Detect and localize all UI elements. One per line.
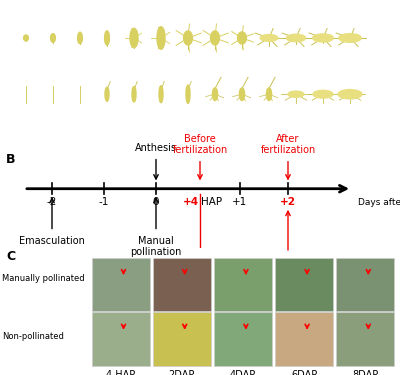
Text: +1: +1: [183, 122, 193, 128]
Text: 0: 0: [153, 197, 159, 207]
Ellipse shape: [211, 31, 220, 45]
Ellipse shape: [50, 34, 55, 42]
Ellipse shape: [184, 31, 192, 45]
Ellipse shape: [130, 28, 138, 48]
FancyBboxPatch shape: [342, 334, 388, 361]
FancyBboxPatch shape: [98, 279, 144, 306]
FancyBboxPatch shape: [220, 334, 266, 361]
Text: -5: -5: [23, 122, 29, 128]
Text: -2: -2: [104, 122, 110, 128]
FancyBboxPatch shape: [158, 279, 205, 306]
FancyBboxPatch shape: [342, 279, 388, 306]
Text: 6DAP: 6DAP: [291, 370, 317, 375]
Text: 1 cm: 1 cm: [362, 110, 380, 116]
FancyBboxPatch shape: [214, 312, 272, 366]
Text: Before
fertilization: Before fertilization: [172, 134, 228, 154]
FancyBboxPatch shape: [336, 258, 394, 311]
Ellipse shape: [313, 34, 334, 42]
Text: 0: 0: [159, 122, 163, 128]
Text: B: B: [6, 153, 16, 166]
Ellipse shape: [157, 27, 165, 49]
Text: -1: -1: [99, 197, 109, 207]
Ellipse shape: [159, 86, 163, 103]
FancyBboxPatch shape: [275, 312, 333, 366]
FancyBboxPatch shape: [281, 334, 327, 361]
Text: Emasculation: Emasculation: [19, 236, 85, 246]
FancyBboxPatch shape: [92, 312, 150, 366]
FancyBboxPatch shape: [153, 312, 211, 366]
Text: C: C: [6, 250, 15, 263]
Text: A: A: [4, 4, 14, 17]
Ellipse shape: [288, 91, 304, 98]
Text: +2: +2: [210, 122, 220, 128]
Text: -2: -2: [47, 197, 57, 207]
Ellipse shape: [313, 90, 333, 98]
Text: Non-pollinated: Non-pollinated: [2, 332, 64, 341]
Text: +4: +4: [264, 122, 274, 128]
Ellipse shape: [238, 32, 246, 44]
FancyBboxPatch shape: [158, 334, 205, 361]
FancyBboxPatch shape: [153, 258, 211, 311]
Ellipse shape: [78, 32, 82, 44]
Ellipse shape: [260, 34, 278, 41]
Ellipse shape: [212, 88, 218, 100]
FancyBboxPatch shape: [92, 258, 150, 311]
Text: Anthesis: Anthesis: [135, 144, 177, 153]
FancyBboxPatch shape: [275, 258, 333, 311]
Text: +4: +4: [183, 197, 199, 207]
Ellipse shape: [338, 90, 362, 99]
FancyBboxPatch shape: [220, 279, 266, 306]
Text: Flower: Flower: [14, 13, 48, 22]
Text: 2DAP: 2DAP: [169, 370, 195, 375]
Text: After
fertilization: After fertilization: [260, 134, 316, 154]
Ellipse shape: [239, 88, 245, 100]
Text: +2: +2: [280, 197, 296, 207]
Text: +8: +8: [318, 122, 328, 128]
Text: 4DAP: 4DAP: [230, 370, 256, 375]
Ellipse shape: [105, 87, 109, 101]
FancyBboxPatch shape: [281, 279, 327, 306]
Text: Manually pollinated: Manually pollinated: [2, 274, 85, 283]
Text: +3: +3: [237, 122, 247, 128]
Ellipse shape: [286, 34, 306, 42]
Text: -3: -3: [77, 122, 83, 128]
Text: +6: +6: [291, 122, 301, 128]
Text: -4: -4: [50, 122, 56, 128]
Text: Manual
pollination: Manual pollination: [130, 236, 182, 256]
Text: +1: +1: [232, 197, 248, 207]
Text: 8DAP: 8DAP: [352, 370, 378, 375]
Ellipse shape: [24, 35, 28, 41]
Text: Days after anthesis: Days after anthesis: [358, 198, 400, 207]
FancyBboxPatch shape: [98, 334, 144, 361]
Text: 4 HAP: 4 HAP: [106, 370, 135, 375]
Ellipse shape: [266, 88, 272, 100]
Ellipse shape: [339, 34, 361, 42]
Text: Ovary and style: Ovary and style: [14, 70, 94, 80]
Text: Sampling: Sampling: [216, 259, 272, 269]
Ellipse shape: [186, 85, 190, 104]
Text: +10: +10: [343, 122, 357, 128]
FancyBboxPatch shape: [214, 258, 272, 311]
Ellipse shape: [132, 87, 136, 102]
Ellipse shape: [105, 31, 110, 45]
Text: HAP: HAP: [201, 197, 222, 207]
Text: -1: -1: [131, 122, 137, 128]
Text: Days after anthesis: Days after anthesis: [143, 126, 225, 135]
FancyBboxPatch shape: [336, 312, 394, 366]
